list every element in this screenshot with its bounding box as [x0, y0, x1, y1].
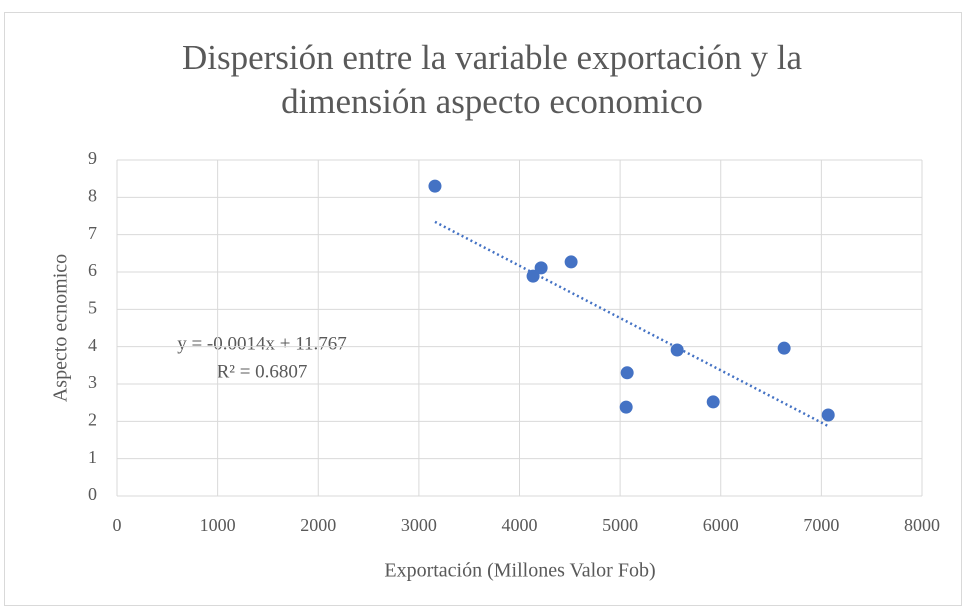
x-axis-label: Exportación (Millones Valor Fob) — [384, 560, 655, 582]
y-tick-label: 6 — [88, 260, 97, 280]
y-tick-label: 8 — [88, 185, 97, 205]
scatter-point — [706, 395, 720, 409]
x-tick-label: 2000 — [300, 515, 336, 535]
scatter-point — [821, 408, 835, 422]
x-tick-label: 3000 — [401, 515, 437, 535]
y-tick-label: 0 — [88, 484, 97, 504]
y-tick-label: 2 — [88, 409, 97, 429]
scatter-point — [526, 269, 540, 283]
y-tick-label: 3 — [88, 372, 97, 392]
y-tick-label: 9 — [88, 148, 97, 168]
trendline-equation: y = -0.0014x + 11.767 — [177, 333, 347, 354]
y-axis-label: Aspecto ecnomico — [50, 254, 72, 402]
y-tick-label: 5 — [88, 297, 97, 317]
x-tick-label: 0 — [113, 515, 122, 535]
chart-title: Dispersión entre la variable exportación… — [181, 38, 803, 121]
scatter-point — [670, 343, 684, 357]
y-tick-label: 4 — [88, 335, 97, 355]
x-tick-label: 8000 — [904, 515, 940, 535]
y-tick-label: 7 — [88, 223, 97, 243]
x-tick-label: 5000 — [602, 515, 638, 535]
scatter-point — [564, 255, 578, 269]
scatter-point — [777, 341, 791, 355]
x-tick-label: 1000 — [200, 515, 236, 535]
trendline — [434, 220, 829, 428]
x-tick-label: 7000 — [803, 515, 839, 535]
x-tick-label: 4000 — [502, 515, 538, 535]
trendline-r2: R² = 0.6807 — [217, 361, 308, 382]
scatter-point — [620, 366, 634, 380]
scatter-point — [619, 400, 633, 414]
chart-frame — [4, 12, 962, 606]
scatter-point — [534, 261, 548, 275]
scatter-point — [428, 179, 442, 193]
y-tick-label: 1 — [88, 447, 97, 467]
x-tick-label: 6000 — [703, 515, 739, 535]
